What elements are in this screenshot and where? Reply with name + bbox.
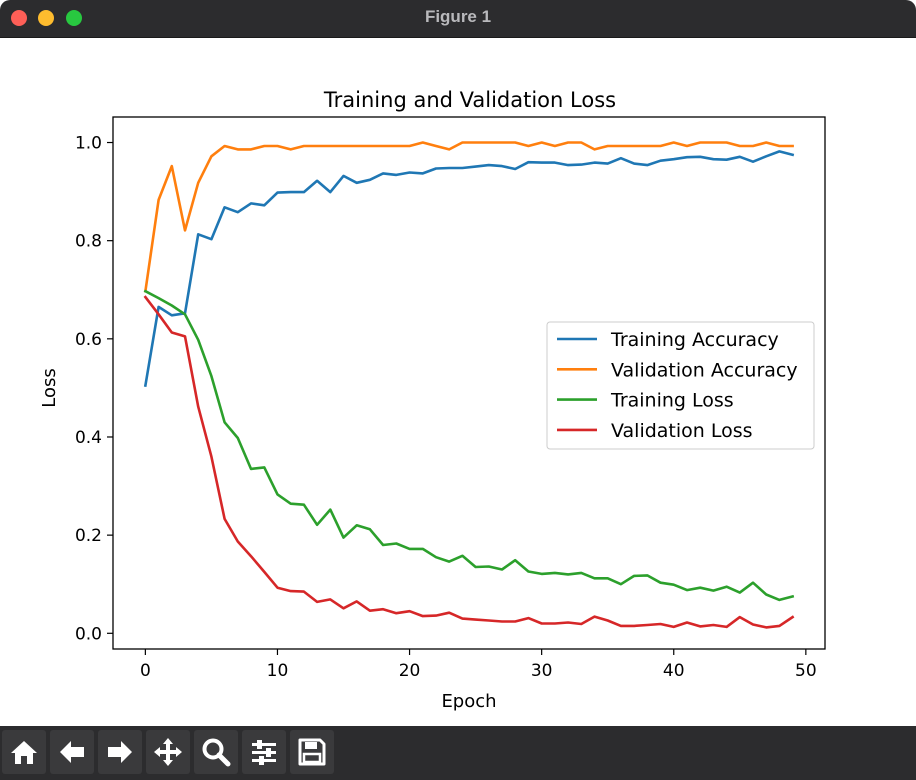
back-button[interactable]	[50, 730, 94, 774]
pan-button[interactable]	[146, 730, 190, 774]
x-tick-label: 50	[795, 661, 817, 681]
y-axis-label: Loss	[39, 368, 60, 407]
forward-button[interactable]	[98, 730, 142, 774]
series-line-3	[143, 289, 795, 602]
y-tick-label: 0.6	[75, 330, 102, 350]
save-icon	[298, 738, 326, 766]
close-window-button[interactable]	[11, 10, 27, 26]
x-tick-label: 0	[140, 661, 151, 681]
window-titlebar: Figure 1	[0, 0, 916, 38]
back-arrow-icon	[60, 741, 84, 763]
series-line-4	[143, 295, 795, 629]
line-chart: 0 10 20 30 40 50 0.0 0.2 0.4 0.6 0.8 1.0 Training a…	[39, 88, 826, 712]
y-tick-label: 0.0	[75, 624, 102, 644]
zoom-icon	[202, 738, 231, 767]
x-tick-label: 40	[663, 661, 685, 681]
legend-label: Training Loss	[610, 390, 734, 412]
configure-subplots-button[interactable]	[242, 730, 286, 774]
series-line-2	[143, 141, 794, 293]
y-tick-label: 0.4	[75, 428, 102, 448]
y-tick-label: 0.8	[75, 232, 102, 252]
home-icon	[11, 741, 37, 764]
pan-icon	[154, 738, 182, 766]
legend-box	[546, 321, 815, 450]
axes-frame	[112, 116, 826, 650]
save-button[interactable]	[290, 730, 334, 774]
window-title: Figure 1	[424, 7, 492, 26]
series-line-1	[143, 150, 795, 387]
x-axis-label: Epoch	[441, 691, 496, 712]
chart-legend: Training Accuracy Validation Accuracy Trai…	[546, 321, 815, 450]
maximize-window-button[interactable]	[66, 10, 82, 26]
legend-label: Validation Loss	[611, 420, 753, 442]
y-tick-label: 0.2	[75, 526, 102, 546]
x-tick-label: 20	[399, 661, 421, 681]
legend-label: Training Accuracy	[610, 329, 779, 351]
chart-title: Training and Validation Loss	[323, 88, 616, 112]
zoom-button[interactable]	[194, 730, 238, 774]
x-tick-label: 10	[267, 661, 289, 681]
x-tick-label: 30	[531, 661, 553, 681]
y-tick-label: 1.0	[75, 134, 102, 154]
legend-label: Validation Accuracy	[611, 359, 798, 381]
forward-arrow-icon	[108, 741, 132, 763]
navigation-toolbar	[0, 726, 916, 780]
home-button[interactable]	[2, 730, 46, 774]
figure-canvas: 0 10 20 30 40 50 0.0 0.2 0.4 0.6 0.8 1.0 Training a…	[0, 38, 916, 726]
configure-subplots-icon	[252, 740, 276, 765]
minimize-window-button[interactable]	[38, 10, 54, 26]
